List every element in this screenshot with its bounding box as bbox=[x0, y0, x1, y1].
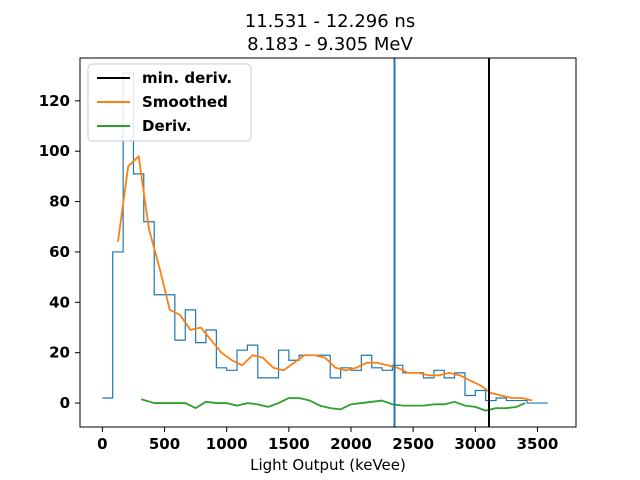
y-tick-label-40: 40 bbox=[49, 293, 70, 311]
x-tick-label-0: 0 bbox=[97, 435, 107, 453]
y-tick-label-0: 0 bbox=[60, 394, 70, 412]
series-line-smoothed bbox=[117, 155, 533, 402]
data-layer bbox=[102, 58, 548, 427]
legend: min. deriv. Smoothed Deriv. bbox=[87, 63, 252, 142]
legend-label-smoothed: Smoothed bbox=[142, 93, 228, 111]
series-line-deriv- bbox=[141, 397, 526, 412]
x-tick-label-1500: 1500 bbox=[268, 435, 310, 453]
legend-frame bbox=[87, 63, 252, 142]
x-tick-label-3500: 3500 bbox=[517, 435, 559, 453]
x-tick-label-2500: 2500 bbox=[392, 435, 434, 453]
y-tick-label-120: 120 bbox=[39, 92, 70, 110]
x-tick-label-3000: 3000 bbox=[454, 435, 496, 453]
y-tick-label-60: 60 bbox=[49, 243, 70, 261]
plot-area: 0 500 1000 1500 2000 2500 3000 3500 0 20 40 60 80 100… bbox=[39, 57, 577, 453]
chart-title-line1: 11.531 - 12.296 ns bbox=[245, 11, 415, 32]
legend-label-min-deriv: min. deriv. bbox=[142, 69, 232, 87]
y-tick-label-100: 100 bbox=[39, 142, 70, 160]
y-tick-label-80: 80 bbox=[49, 193, 70, 211]
chart-title-line2: 8.183 - 9.305 MeV bbox=[247, 34, 413, 55]
y-tick-label-20: 20 bbox=[49, 344, 70, 362]
x-tick-label-500: 500 bbox=[149, 435, 180, 453]
axes-frame bbox=[79, 57, 577, 428]
histogram-step-line bbox=[102, 72, 548, 404]
x-axis-label: Light Output (keVee) bbox=[250, 456, 406, 474]
x-tick-label-1000: 1000 bbox=[206, 435, 248, 453]
legend-label-deriv: Deriv. bbox=[142, 117, 191, 135]
x-tick-label-2000: 2000 bbox=[330, 435, 372, 453]
